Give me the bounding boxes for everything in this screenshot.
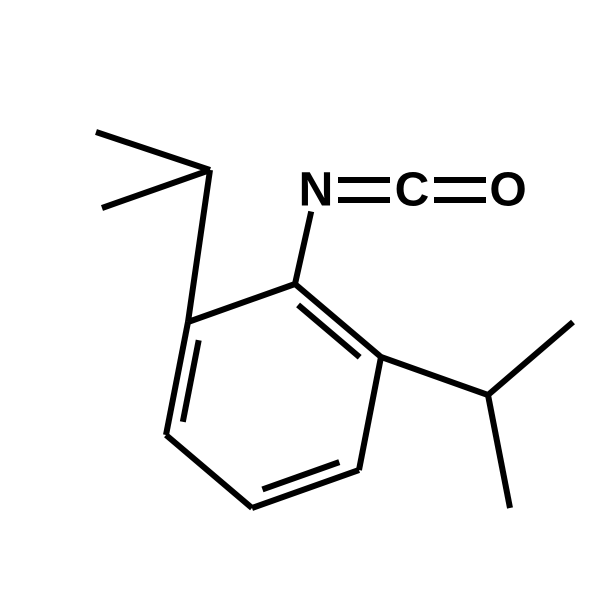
atom-label-o: O [489,164,526,217]
atom-label-n: N [299,164,334,217]
chemical-structure-diagram: NCO [0,0,600,600]
atom-label-c: C [395,164,430,217]
